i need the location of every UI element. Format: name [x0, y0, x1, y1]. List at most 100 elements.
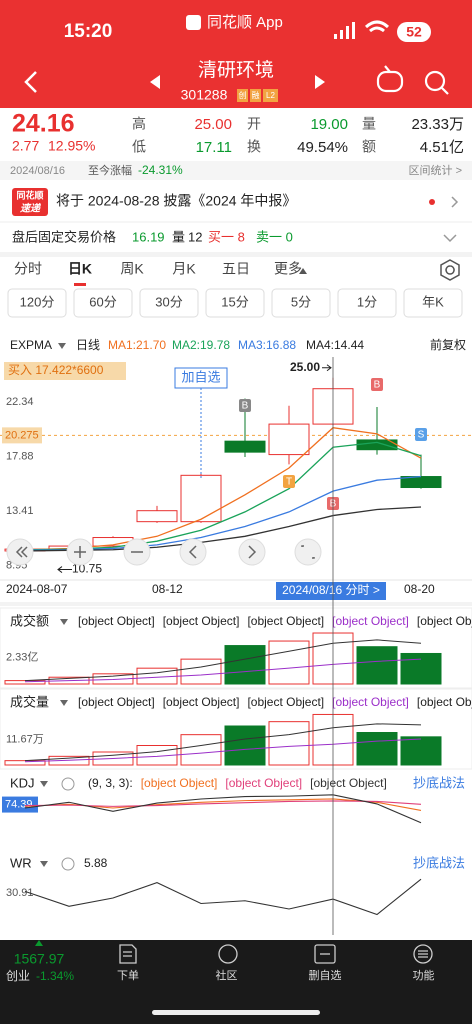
- expand[interactable]: [443, 234, 457, 243]
- chevron: [451, 196, 459, 208]
- panel-title[interactable]: KDJ: [10, 775, 35, 790]
- period-label[interactable]: 年K: [422, 294, 444, 309]
- period-label[interactable]: 60分: [89, 294, 116, 309]
- field-value: 19.00: [310, 116, 348, 133]
- badge: [263, 89, 278, 102]
- panel-link[interactable]: 抄底战法: [413, 855, 465, 870]
- panel-title[interactable]: 成交额: [10, 613, 49, 628]
- tab[interactable]: 分时: [14, 261, 42, 277]
- buy-tag-bg: [4, 362, 126, 380]
- panel-ma: [24, 658, 422, 683]
- notice-text[interactable]: 将于 2024-08-28 披露《2024 年中报》: [56, 193, 296, 209]
- high-marker: 25.00: [290, 360, 320, 374]
- candle-body: [180, 474, 222, 523]
- field-value: 49.54%: [297, 139, 348, 156]
- period-button[interactable]: [139, 288, 199, 318]
- panel-ma: [24, 723, 422, 762]
- signal-icon: [334, 22, 355, 39]
- panel-title[interactable]: WR: [10, 855, 32, 870]
- period-button[interactable]: [337, 288, 397, 318]
- ctrl-left[interactable]: [179, 538, 207, 566]
- battery-level: 52: [406, 24, 422, 40]
- search-icon[interactable]: [424, 70, 449, 95]
- period-label[interactable]: 1分: [357, 294, 377, 309]
- field-label: 开: [247, 116, 261, 132]
- kdj-stat: [object Object]: [310, 776, 387, 790]
- panel-stat: [object Object]: [332, 614, 409, 628]
- add-watch[interactable]: 加自选: [181, 369, 220, 384]
- nav-item[interactable]: 功能: [413, 968, 435, 982]
- panel-stat: [object Object]: [332, 695, 409, 709]
- panel-stat: [object Object]: [163, 695, 240, 709]
- panel-tick: 11.67万: [6, 734, 44, 746]
- tab[interactable]: 日K: [68, 261, 92, 277]
- field-value: 23.33万: [411, 116, 464, 133]
- wr-value: 5.88: [84, 856, 108, 870]
- back-button[interactable]: [24, 71, 37, 93]
- signal-text: S: [418, 430, 425, 441]
- price: 24.16: [12, 110, 75, 138]
- y-tick-label: 13.41: [6, 505, 34, 517]
- indicator[interactable]: EXPMA: [10, 338, 52, 352]
- period-button[interactable]: [403, 288, 463, 318]
- tab[interactable]: 五日: [222, 261, 250, 277]
- y-tick-label: 17.88: [6, 450, 34, 462]
- cursor-date[interactable]: 2024/08/16 分时 >: [282, 583, 380, 597]
- tab[interactable]: 更多: [274, 261, 302, 277]
- period-label[interactable]: 120分: [20, 294, 55, 309]
- field-label: 换: [247, 139, 261, 155]
- tab[interactable]: 周K: [120, 261, 144, 277]
- period-button[interactable]: [271, 288, 331, 318]
- range-label: 至今涨幅: [88, 163, 132, 177]
- period-label[interactable]: 30分: [155, 294, 182, 309]
- field-label: 量: [362, 116, 376, 132]
- kdj-stat: [object Object]: [141, 776, 218, 790]
- panel-stat: [object Object]: [247, 614, 324, 628]
- after-hours-vol: 12: [188, 229, 202, 244]
- range-date: 2024/08/16: [10, 165, 65, 177]
- field-value: 25.00: [194, 116, 232, 133]
- kdj-line: [24, 800, 422, 807]
- after-hours-vol-label: 量: [172, 229, 185, 244]
- dropdown: [40, 861, 48, 867]
- range-link[interactable]: 区间统计 >: [409, 164, 462, 177]
- nav-item[interactable]: 下单: [117, 969, 139, 982]
- ctrl-fullscreen[interactable]: [294, 538, 322, 566]
- period-button[interactable]: [7, 288, 67, 318]
- tab[interactable]: 月K: [172, 261, 196, 277]
- panel-stat: [object Object]: [247, 695, 324, 709]
- period-label[interactable]: 15分: [221, 294, 248, 309]
- nav-icons: [119, 944, 433, 964]
- period-button[interactable]: [205, 288, 265, 318]
- nav-item[interactable]: 删自选: [309, 969, 342, 982]
- change: 2.77: [12, 138, 39, 154]
- next-stock[interactable]: [315, 75, 325, 89]
- kdj-stat: [object Object]: [225, 776, 302, 790]
- buy-tag: 买入 17.422*6600: [8, 363, 104, 377]
- nav-item[interactable]: 社区: [216, 968, 238, 982]
- settings-icon[interactable]: [440, 259, 460, 281]
- cursor-date-bg[interactable]: [276, 582, 386, 600]
- signal-b: [371, 378, 383, 391]
- prev-stock[interactable]: [150, 75, 160, 89]
- ctrl-right[interactable]: [238, 538, 266, 566]
- kdj-tick: 74.39: [5, 798, 33, 810]
- adjust[interactable]: 前复权: [430, 337, 466, 352]
- ctrl-rewind[interactable]: [6, 538, 34, 566]
- panel-link[interactable]: 抄底战法: [413, 775, 465, 790]
- indicator-panels: 成交额 [object Object] [object Object] [object…: [0, 607, 472, 916]
- period-label[interactable]: 5分: [291, 294, 311, 309]
- high-arrow: [322, 364, 332, 372]
- period-button[interactable]: [73, 288, 133, 318]
- range-bg: [0, 161, 472, 180]
- chart-controls: [6, 538, 322, 566]
- panel-title[interactable]: 成交量: [10, 694, 49, 709]
- dropdown: [60, 619, 68, 625]
- signal-t: [283, 475, 295, 488]
- panel-tick: 2.33亿: [6, 651, 38, 664]
- volume-bar: [400, 652, 442, 685]
- volume-bar: [268, 640, 310, 685]
- kdj-line: [24, 794, 422, 824]
- badge-text: 创: [239, 90, 247, 100]
